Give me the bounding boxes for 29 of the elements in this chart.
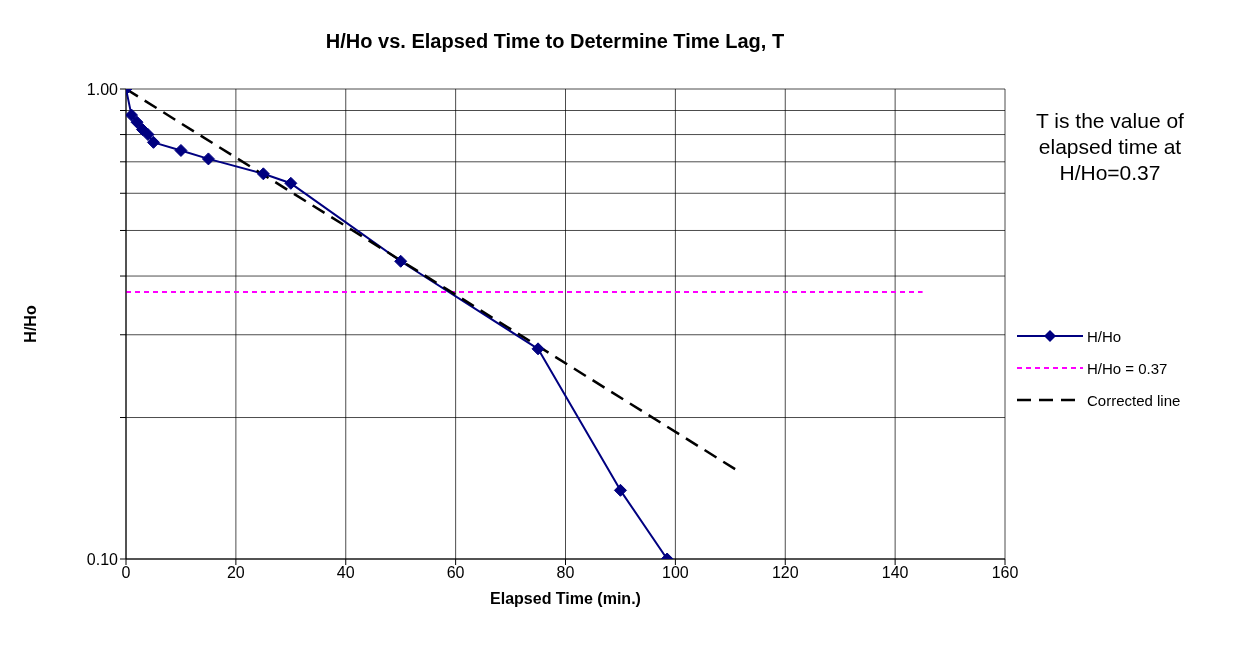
chart-title: H/Ho vs. Elapsed Time to Determine Time Lag, T (324, 30, 786, 53)
x-tick-label: 140 (881, 564, 909, 582)
y-tick-label: 0.10 (86, 550, 119, 568)
point (174, 143, 188, 157)
point (394, 254, 408, 268)
y-axis-title: H/Ho (21, 305, 39, 343)
legend-label: H/Ho = 0.37 (1087, 359, 1168, 377)
x-tick-label: 0 (121, 564, 131, 582)
point (201, 152, 215, 166)
y-tick-label: 1.00 (86, 80, 119, 98)
point (256, 167, 270, 181)
point (141, 128, 155, 142)
point (284, 176, 298, 190)
x-tick-label: 120 (771, 564, 799, 582)
legend-label: Corrected line (1087, 391, 1181, 409)
point (130, 115, 144, 129)
x-tick-label: 40 (336, 564, 355, 582)
x-tick-label: 80 (556, 564, 575, 582)
text: T is the value of elapsed time at H/Ho=0.37 (1035, 108, 1185, 186)
point (613, 483, 627, 497)
x-tick-label: 60 (446, 564, 465, 582)
x-axis-title: Elapsed Time (min.) (490, 590, 641, 608)
point (126, 108, 138, 122)
legend-label: H/Ho (1087, 327, 1122, 345)
x-tick-label: 20 (226, 564, 245, 582)
x-tick-label: 100 (662, 564, 689, 582)
x-tick-label: 160 (991, 564, 1019, 582)
point (146, 135, 160, 149)
point (531, 342, 545, 356)
